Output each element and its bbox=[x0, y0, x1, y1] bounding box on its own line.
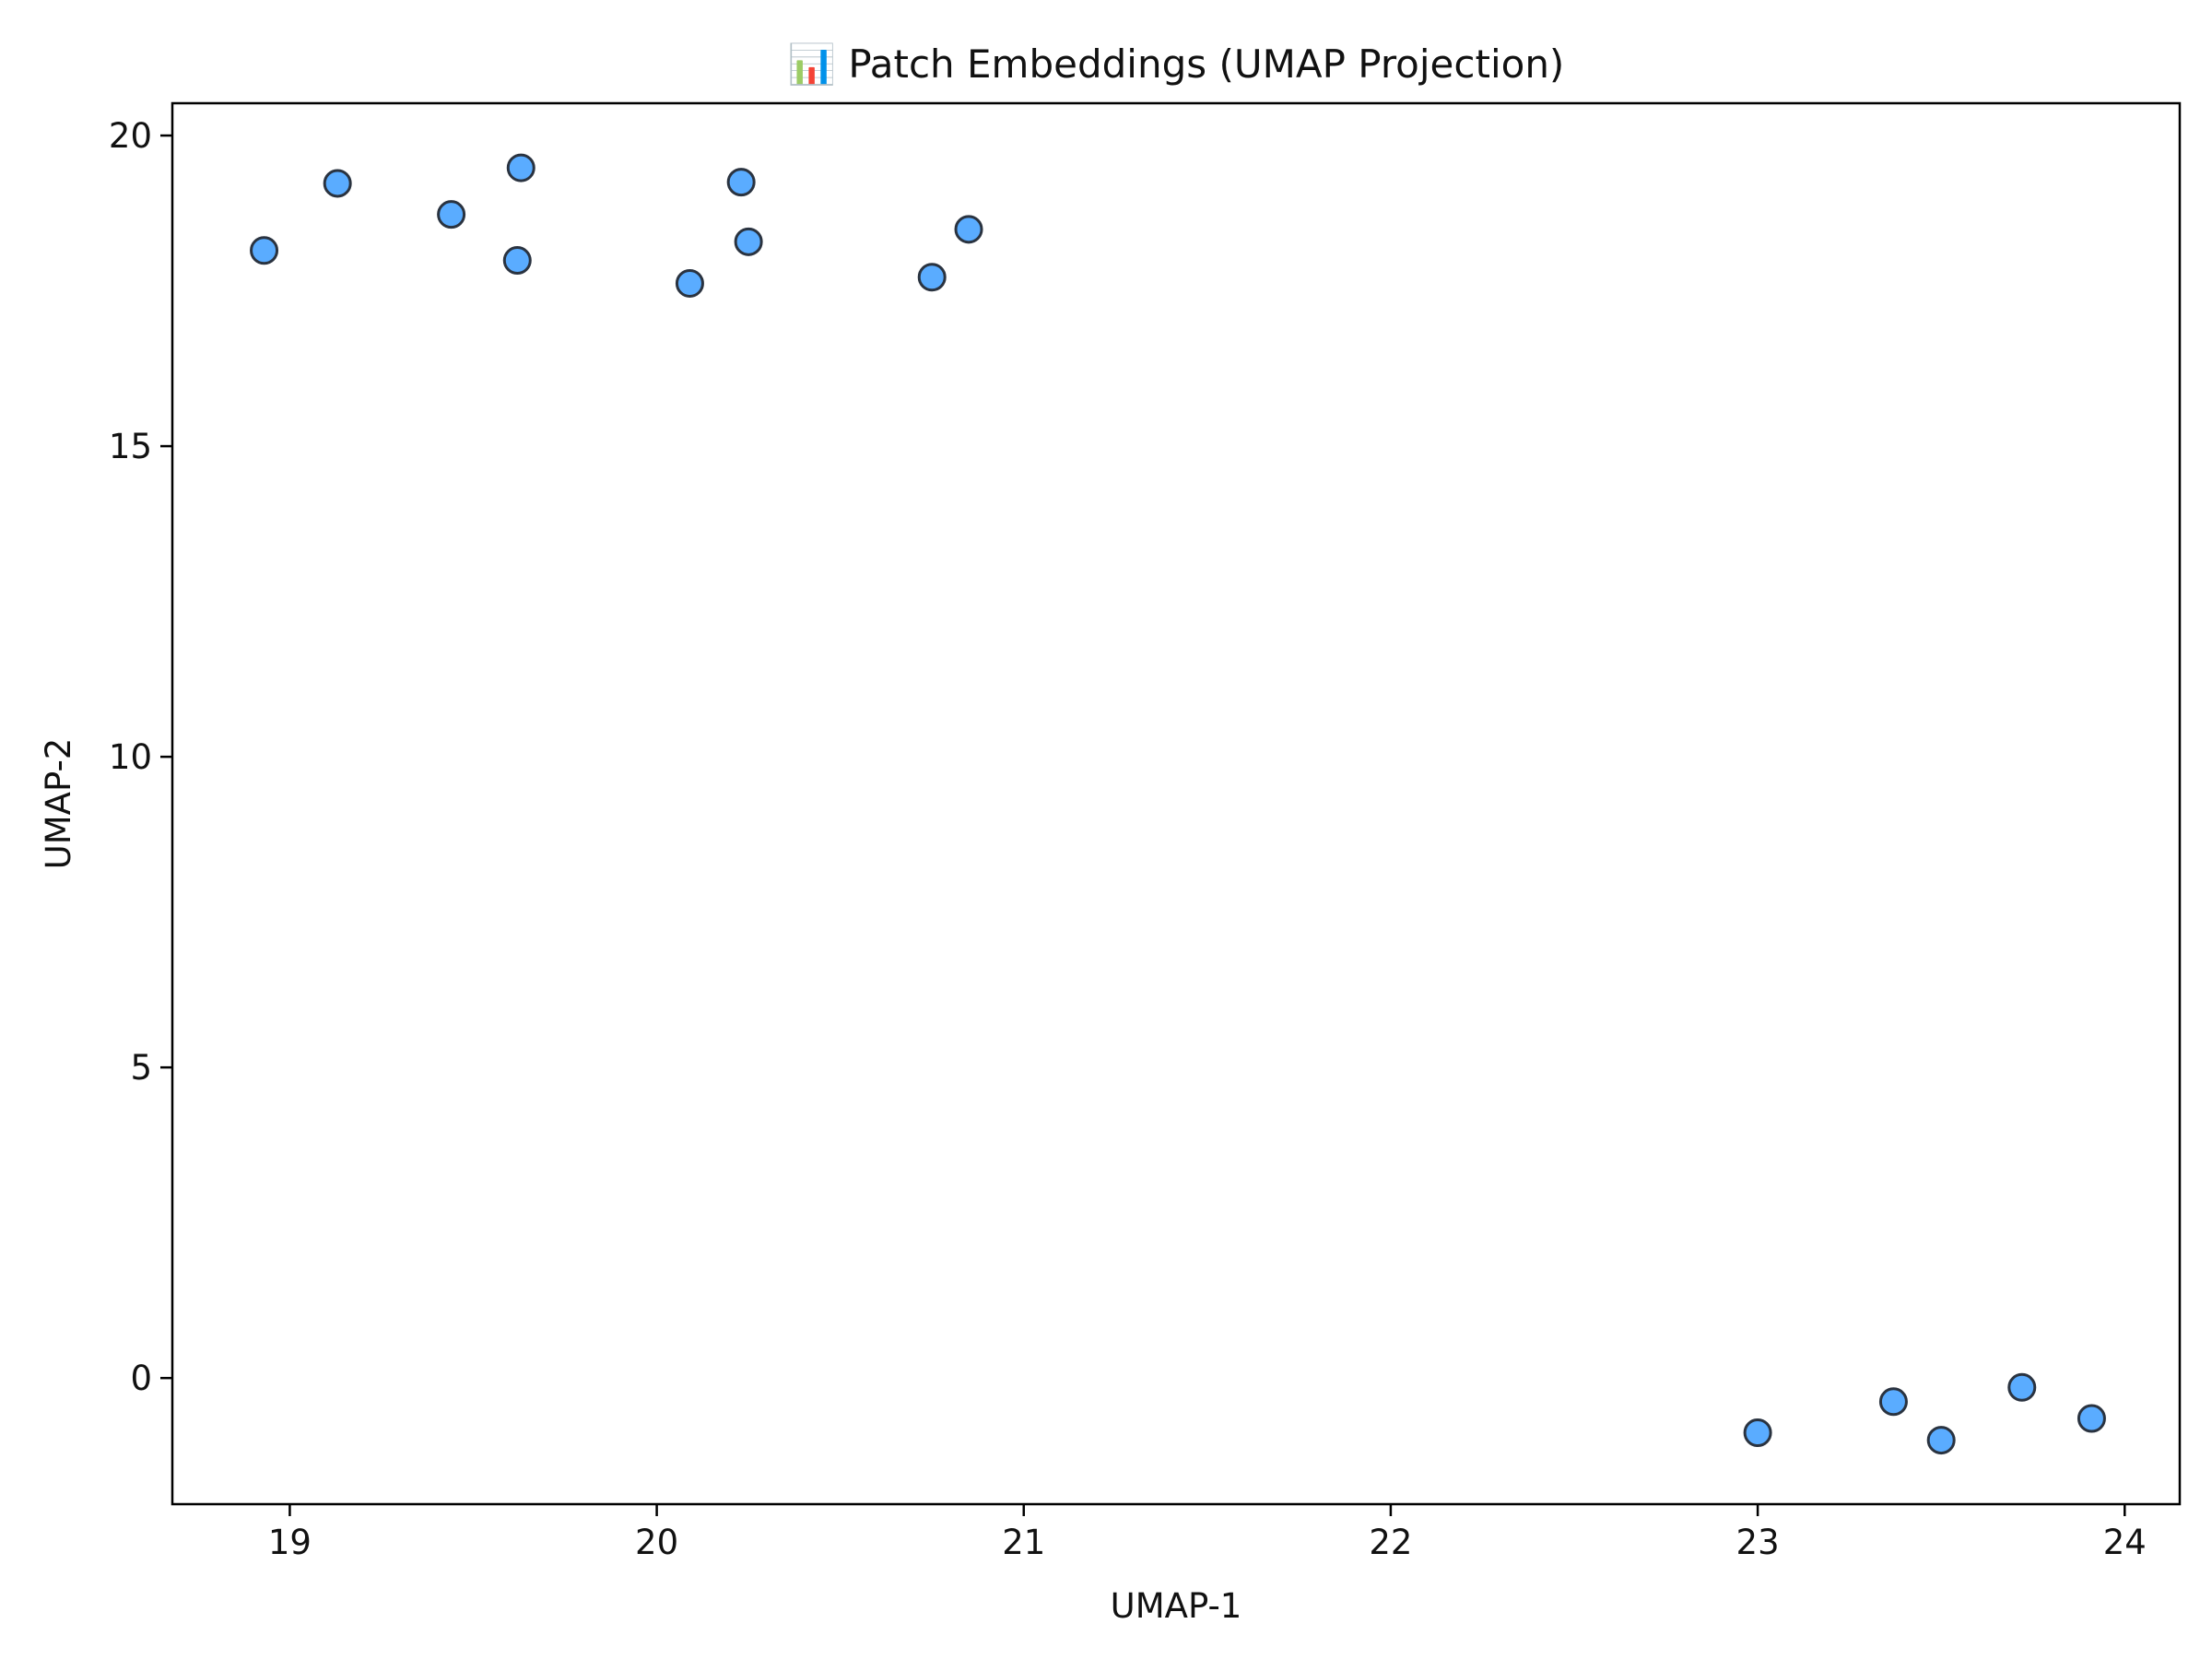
scatter-point bbox=[954, 215, 983, 244]
plot-frame bbox=[171, 101, 2182, 1506]
scatter-point bbox=[502, 246, 532, 276]
scatter-point bbox=[2007, 1372, 2037, 1402]
y-tick-label: 15 bbox=[109, 427, 152, 466]
scatter-point bbox=[734, 227, 763, 256]
scatter-point bbox=[675, 268, 704, 298]
x-tick-label: 22 bbox=[1369, 1523, 1412, 1562]
scatter-point bbox=[250, 236, 279, 265]
data-points bbox=[250, 153, 2106, 1455]
y-tick-label: 20 bbox=[109, 116, 152, 156]
scatter-point bbox=[1878, 1387, 1908, 1417]
scatter-point bbox=[726, 168, 756, 197]
y-axis-label: UMAP-2 bbox=[39, 738, 78, 870]
x-axis-label: UMAP-1 bbox=[1111, 1586, 1242, 1626]
chart-title: 📊 Patch Embeddings (UMAP Projection) bbox=[788, 41, 1565, 87]
scatter-point bbox=[2077, 1404, 2106, 1433]
y-tick-label: 5 bbox=[130, 1048, 152, 1088]
scatter-point bbox=[323, 169, 352, 198]
scatter-point bbox=[1743, 1418, 1772, 1447]
x-tick-label: 19 bbox=[268, 1523, 312, 1562]
scatter-point bbox=[1926, 1426, 1956, 1455]
axis-ticks: 19 20 21 22 23 24 0 5 10 15 20 bbox=[109, 116, 2147, 1562]
x-tick-label: 24 bbox=[2103, 1523, 2147, 1562]
x-tick-label: 23 bbox=[1736, 1523, 1780, 1562]
x-tick-label: 20 bbox=[635, 1523, 678, 1562]
y-tick-label: 0 bbox=[130, 1359, 152, 1398]
scatter-point bbox=[437, 200, 466, 229]
y-tick-label: 10 bbox=[109, 737, 152, 777]
scatter-point bbox=[506, 153, 535, 182]
scatter-point bbox=[917, 263, 947, 292]
x-tick-label: 21 bbox=[1002, 1523, 1045, 1562]
